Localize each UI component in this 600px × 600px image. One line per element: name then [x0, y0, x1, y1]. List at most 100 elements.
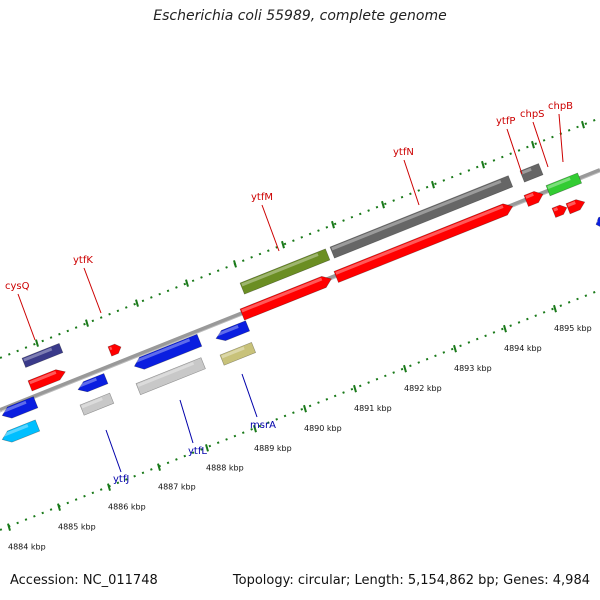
gene-label-ytfj[interactable]: ytfJ	[113, 474, 129, 485]
gene-bar-cysq-purple-shape	[21, 342, 64, 368]
accession-text: Accession: NC_011748	[10, 573, 158, 588]
gene-bar-chpb-cds[interactable]	[565, 197, 587, 215]
major-tick	[35, 339, 39, 347]
gene-bar-chps-green-highlight	[547, 177, 571, 189]
gene-bar-edge-blue-shape	[595, 214, 600, 229]
gene-bar-ytfp-gray[interactable]	[519, 163, 544, 183]
gene-label-cysq[interactable]: cysQ	[5, 281, 30, 292]
gene-leader-line	[83, 267, 102, 314]
gene-leader-line	[105, 429, 122, 473]
major-tick	[581, 120, 585, 129]
major-tick	[157, 463, 161, 471]
gene-bar-ytfl-gray-shape	[135, 357, 206, 396]
gene-label-ytfk[interactable]: ytfK	[73, 255, 93, 266]
gene-leader-line	[506, 128, 523, 175]
kbp-label: 4884 kbp	[8, 543, 46, 552]
gene-label-chps[interactable]: chpS	[520, 109, 545, 120]
kbp-label: 4892 kbp	[404, 384, 442, 393]
kbp-label: 4889 kbp	[254, 444, 292, 453]
gene-bar-ytfn-gray[interactable]	[329, 175, 514, 259]
major-tick	[135, 299, 139, 307]
major-tick	[431, 180, 435, 189]
gene-bar-msra-blue-shape	[215, 320, 251, 341]
major-tick	[481, 160, 485, 169]
gene-leader-line	[403, 159, 420, 206]
major-tick	[531, 140, 535, 149]
gene-bar-ytfp-gray-shape	[519, 163, 544, 183]
topology-text: Topology: circular; Length: 5,154,862 bp…	[232, 573, 590, 588]
gene-label-ytfm[interactable]: ytfM	[251, 192, 273, 203]
gene-leader-line	[558, 113, 564, 163]
kbp-label: 4886 kbp	[108, 503, 146, 512]
gene-bar-ytfj-gray-shape	[79, 392, 115, 416]
gene-bar-cysq-cds-shape	[27, 369, 66, 392]
major-tick	[185, 279, 189, 287]
gene-bar-ytfm-olive-highlight	[241, 253, 319, 287]
gene-bar-ytfn-gray-highlight	[331, 179, 502, 251]
major-tick	[353, 384, 357, 393]
gene-bar-ytfm-cds-highlight	[241, 277, 323, 313]
gene-bar-ytfp-cds[interactable]	[523, 189, 545, 207]
gene-bar-reverse-blue-1-highlight	[1, 400, 27, 414]
gene-label-msra[interactable]: msrA	[250, 420, 276, 431]
gene-bar-reverse-blue-1-shape	[1, 396, 39, 419]
tick-track-upper	[0, 117, 600, 359]
gene-bar-msra-blue[interactable]	[214, 320, 251, 344]
gene-bar-ytfl-gray[interactable]	[135, 357, 206, 396]
gene-bar-ytfn-cds[interactable]	[333, 201, 515, 283]
major-tick	[381, 200, 385, 209]
gene-bar-chpb-cds-highlight	[567, 201, 576, 207]
major-tick	[85, 319, 89, 327]
gene-label-chpb[interactable]: chpB	[548, 101, 573, 112]
gene-bar-cysq-cds[interactable]	[27, 367, 67, 392]
gene-bar-msra-khaki[interactable]	[219, 341, 257, 366]
gene-leader-line	[241, 373, 258, 418]
major-tick	[205, 444, 209, 452]
major-tick	[281, 240, 285, 249]
gene-bar-ytfl-blue-highlight	[133, 338, 191, 364]
gene-bar-ytfk-cds[interactable]	[107, 342, 123, 357]
gene-bar-chps-green[interactable]	[545, 172, 583, 197]
kbp-label: 4893 kbp	[454, 364, 492, 373]
gene-bar-ytfj-blue[interactable]	[76, 373, 109, 394]
gene-bar-ytfl-gray-highlight	[137, 361, 195, 387]
major-tick	[253, 424, 257, 433]
gene-bar-ytfm-olive[interactable]	[239, 248, 331, 295]
gene-label-ytfl[interactable]: ytfL	[188, 446, 207, 457]
kbp-label: 4895 kbp	[554, 324, 592, 333]
gene-bar-ytfl-blue[interactable]	[132, 333, 203, 372]
gene-bar-ytfn-cds-highlight	[335, 205, 504, 275]
gene-bar-ytfj-gray-highlight	[81, 397, 103, 409]
gene-label-ytfn[interactable]: ytfN	[393, 147, 414, 158]
gene-bar-edge-blue[interactable]	[594, 214, 600, 230]
major-tick	[453, 344, 457, 353]
major-tick	[107, 483, 111, 491]
gene-bar-reverse-cyan-1[interactable]	[0, 419, 41, 445]
gene-bar-edge-blue-highlight	[595, 219, 599, 223]
gene-bar-ytfl-blue-shape	[133, 333, 203, 370]
gene-bar-cysq-purple[interactable]	[21, 342, 64, 368]
gene-bar-reverse-blue-1[interactable]	[0, 396, 39, 422]
gene-leader-line	[17, 293, 36, 341]
kbp-label: 4887 kbp	[158, 483, 196, 492]
gene-bar-ytfm-olive-shape	[239, 248, 331, 295]
gene-bar-ytfj-gray[interactable]	[79, 392, 115, 416]
gene-bar-ytfj-blue-highlight	[77, 377, 97, 388]
gene-label-ytfp[interactable]: ytfP	[496, 116, 515, 127]
major-tick	[331, 220, 335, 229]
gene-bar-chps-cds-shape	[551, 204, 568, 218]
gene-bar-ytfn-gray-shape	[329, 175, 514, 259]
gene-bar-chps-green-shape	[545, 172, 583, 197]
gene-leader-line	[179, 399, 194, 444]
gene-leader-line	[532, 121, 549, 168]
major-tick	[553, 304, 557, 313]
gene-bar-ytfp-gray-highlight	[521, 167, 532, 175]
gene-bar-msra-khaki-shape	[219, 341, 257, 366]
gene-bar-ytfm-cds[interactable]	[239, 273, 334, 321]
gene-bar-ytfn-cds-shape	[333, 203, 514, 283]
gene-bar-chps-cds[interactable]	[551, 203, 569, 218]
gene-bar-cysq-purple-highlight	[23, 347, 53, 362]
major-tick	[233, 260, 237, 268]
gene-bar-ytfm-cds-shape	[239, 276, 332, 321]
